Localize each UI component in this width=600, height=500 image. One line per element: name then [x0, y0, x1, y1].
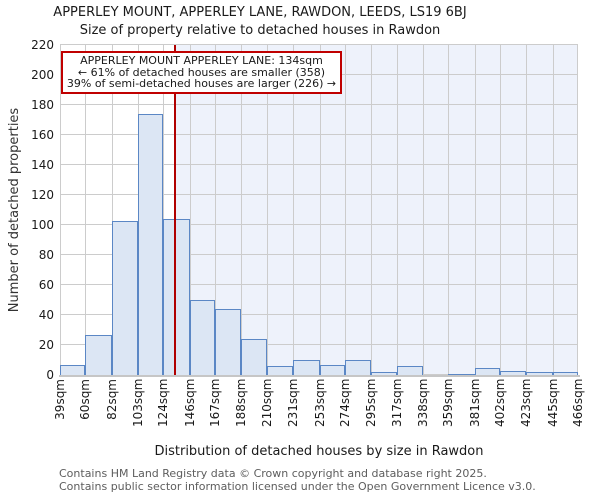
- x-tick-label: 445sqm: [545, 378, 560, 427]
- x-tick-label: 423sqm: [518, 378, 533, 427]
- gridline-vertical: [370, 45, 372, 375]
- gridline-vertical: [397, 45, 399, 375]
- gridline-horizontal: [60, 344, 578, 345]
- histogram-bar: [267, 366, 293, 375]
- x-tick-label: 82sqm: [105, 379, 120, 420]
- y-tick-label: 80: [38, 247, 54, 262]
- gridline-vertical: [85, 45, 87, 375]
- histogram-bar: [319, 364, 346, 375]
- x-tick-label: 210sqm: [260, 378, 275, 427]
- y-tick-label: 120: [31, 187, 54, 202]
- gridline-horizontal: [60, 194, 578, 195]
- gridline-vertical: [112, 45, 114, 375]
- y-tick-label: 40: [38, 307, 54, 322]
- footer-line-2: Contains public sector information licen…: [59, 479, 536, 493]
- histogram-bar: [137, 114, 164, 375]
- gridline-vertical: [500, 45, 502, 375]
- gridline-horizontal: [60, 164, 578, 165]
- gridline-horizontal: [60, 224, 578, 225]
- gridline-vertical: [189, 45, 191, 375]
- histogram-bar: [60, 364, 86, 375]
- x-tick-label: 103sqm: [130, 378, 145, 427]
- footer-line-1: Contains HM Land Registry data © Crown c…: [59, 467, 487, 480]
- gridline-horizontal: [60, 254, 578, 255]
- annotation-line-3: 39% of semi-detached houses are larger (…: [66, 77, 337, 90]
- x-tick-label: 124sqm: [156, 378, 171, 427]
- gridline-vertical: [577, 45, 578, 375]
- gridline-vertical: [319, 45, 321, 375]
- gridline-vertical: [240, 45, 242, 375]
- chart-subtitle: Size of property relative to detached ho…: [79, 23, 441, 38]
- gridline-vertical: [163, 45, 165, 375]
- gridline-vertical: [422, 45, 424, 375]
- x-tick-label: 253sqm: [312, 378, 327, 427]
- histogram-bar: [240, 339, 268, 375]
- y-tick-label: 140: [31, 157, 54, 172]
- y-tick-label: 180: [31, 97, 54, 112]
- gridline-vertical: [525, 45, 527, 375]
- x-tick-label: 188sqm: [233, 378, 248, 427]
- histogram-bar: [215, 309, 241, 375]
- y-axis-label: Number of detached properties: [7, 107, 22, 313]
- histogram-bar: [85, 334, 113, 375]
- histogram-bar: [292, 360, 320, 375]
- gridline-vertical: [215, 45, 217, 375]
- histogram-bar: [189, 300, 216, 375]
- gridline-vertical: [267, 45, 269, 375]
- gridline-horizontal: [60, 314, 578, 315]
- histogram-bar: [474, 367, 501, 375]
- x-tick-label: 402sqm: [493, 378, 508, 427]
- histogram-bar: [552, 372, 578, 375]
- y-tick-label: 60: [38, 277, 54, 292]
- gridline-vertical: [552, 45, 554, 375]
- gridline-vertical: [60, 45, 61, 375]
- x-tick-label: 146sqm: [182, 378, 197, 427]
- gridline-horizontal: [60, 44, 578, 45]
- histogram-bar: [163, 219, 190, 375]
- x-tick-label: 466sqm: [571, 378, 585, 427]
- histogram-bar: [370, 372, 398, 375]
- gridline-vertical: [448, 45, 450, 375]
- histogram-bar: [448, 373, 475, 375]
- annotation-line-1: APPERLEY MOUNT APPERLEY LANE: 134sqm: [80, 54, 323, 67]
- histogram-bar: [112, 220, 138, 375]
- x-tick-label: 295sqm: [363, 378, 378, 427]
- plot-area: APPERLEY MOUNT APPERLEY LANE: 134sqm ← 6…: [59, 44, 580, 377]
- x-tick-label: 317sqm: [390, 378, 405, 427]
- histogram-bar: [397, 366, 423, 375]
- x-tick-label: 231sqm: [285, 378, 300, 427]
- histogram-bar: [500, 370, 526, 375]
- x-tick-label: 381sqm: [467, 378, 482, 427]
- property-size-marker-line: [174, 45, 176, 375]
- gridline-horizontal: [60, 134, 578, 135]
- annotation-line-2: ← 61% of detached houses are smaller (35…: [77, 65, 326, 79]
- gridline-vertical: [345, 45, 347, 375]
- x-tick-label: 359sqm: [441, 378, 456, 427]
- gridline-horizontal: [60, 284, 578, 285]
- annotation-box: APPERLEY MOUNT APPERLEY LANE: 134sqm ← 6…: [61, 51, 342, 94]
- y-tick-label: 100: [31, 217, 54, 232]
- x-axis-line: [59, 375, 580, 377]
- x-tick-label: 60sqm: [78, 379, 93, 420]
- footer: Contains HM Land Registry data © Crown c…: [59, 467, 536, 493]
- histogram-bar: [525, 372, 553, 375]
- highlight-region: [175, 45, 578, 375]
- histogram-bar: [345, 360, 371, 375]
- y-tick-label: 0: [46, 367, 54, 382]
- x-tick-label: 39sqm: [53, 379, 67, 420]
- x-tick-label: 274sqm: [338, 378, 353, 427]
- y-tick-label: 200: [31, 67, 54, 82]
- chart-title: APPERLEY MOUNT, APPERLEY LANE, RAWDON, L…: [53, 5, 467, 20]
- x-tick-label: 338sqm: [415, 378, 430, 427]
- x-tick-label: 167sqm: [208, 378, 223, 427]
- gridline-horizontal: [60, 104, 578, 105]
- gridline-vertical: [292, 45, 294, 375]
- x-axis-title: Distribution of detached houses by size …: [154, 444, 484, 459]
- y-tick-label: 160: [31, 127, 54, 142]
- y-tick-label: 20: [38, 337, 54, 352]
- y-tick-label: 220: [31, 37, 54, 52]
- gridline-vertical: [474, 45, 476, 375]
